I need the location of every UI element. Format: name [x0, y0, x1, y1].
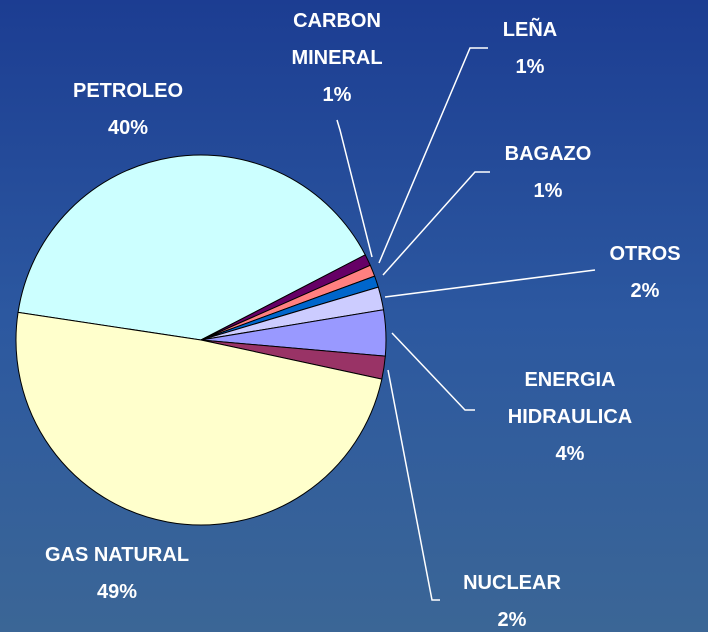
category-label: BAGAZO: [504, 143, 592, 165]
category-label: LEÑA: [502, 19, 558, 41]
leader-line: [391, 332, 475, 411]
leader-line: [387, 369, 440, 601]
leader-line: [384, 269, 596, 298]
value-label: 2%: [630, 280, 660, 302]
leader-line: [336, 119, 373, 258]
category-label: OTROS: [609, 243, 681, 265]
value-label: 2%: [497, 609, 527, 631]
slice-label: BAGAZO 1%: [478, 136, 618, 210]
category-label: CARBON MINERAL: [291, 10, 383, 69]
value-label: 1%: [322, 84, 352, 106]
slice-label: LEÑA 1%: [470, 12, 590, 86]
category-label: ENERGIA HIDRAULICA: [507, 369, 633, 428]
value-label: 49%: [96, 581, 138, 603]
category-label: PETROLEO: [72, 80, 183, 102]
leader-line: [378, 47, 488, 264]
leader-line: [382, 171, 490, 276]
slice-label: OTROS 2%: [585, 236, 705, 310]
category-label: GAS NATURAL: [44, 544, 190, 566]
slice-label: GAS NATURAL 49%: [0, 537, 237, 611]
value-label: 1%: [515, 56, 545, 78]
slice-label: ENERGIA HIDRAULICA 4%: [490, 362, 650, 473]
value-label: 1%: [533, 180, 563, 202]
slice-label: NUCLEAR 2%: [432, 565, 592, 632]
value-label: 4%: [555, 443, 585, 465]
pie-slice: [15, 311, 383, 526]
category-label: NUCLEAR: [463, 572, 561, 594]
slice-label: CARBON MINERAL 1%: [277, 3, 397, 114]
pie-slice: [17, 154, 366, 341]
value-label: 40%: [107, 117, 149, 139]
slice-label: PETROLEO 40%: [8, 73, 248, 147]
